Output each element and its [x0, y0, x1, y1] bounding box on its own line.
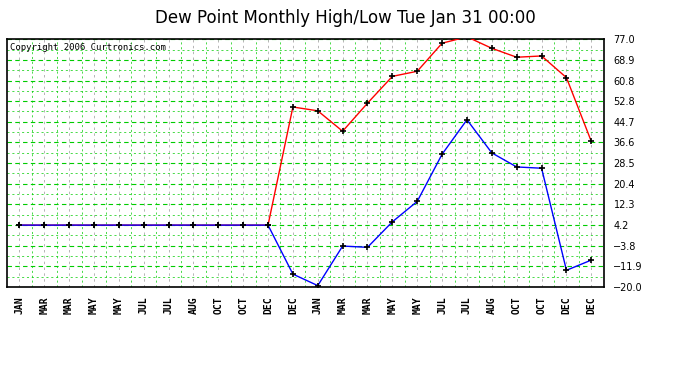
- Text: Dew Point Monthly High/Low Tue Jan 31 00:00: Dew Point Monthly High/Low Tue Jan 31 00…: [155, 9, 535, 27]
- Text: Copyright 2006 Curtronics.com: Copyright 2006 Curtronics.com: [10, 43, 166, 52]
